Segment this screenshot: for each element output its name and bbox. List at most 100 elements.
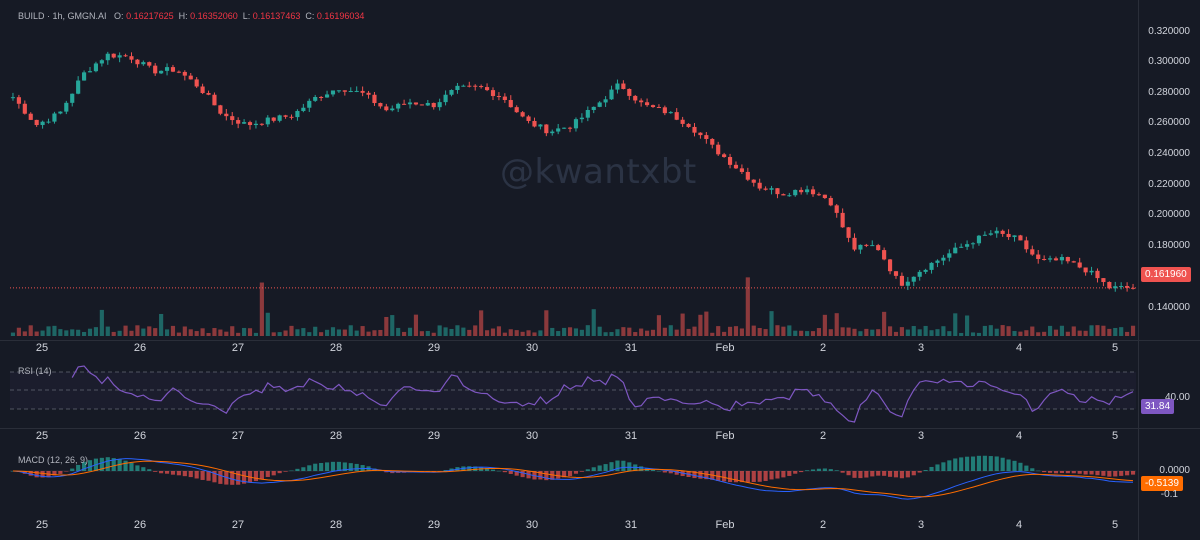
volume-bar: [348, 325, 353, 336]
candle-body: [810, 189, 816, 195]
volume-bar: [680, 313, 685, 336]
volume-bar: [573, 328, 579, 336]
macd-histogram-bar: [828, 469, 833, 471]
macd-signal-line: [12, 460, 1134, 498]
candle-body: [111, 53, 116, 58]
macd-histogram-bar: [76, 464, 81, 471]
candle-body: [425, 102, 430, 106]
candle-body: [182, 71, 187, 76]
time-axis-label: 28: [329, 519, 343, 531]
candle-body: [437, 102, 442, 108]
candle-body: [1089, 270, 1094, 273]
volume-bar: [544, 310, 549, 336]
macd-histogram-bar: [769, 471, 774, 480]
volume-bar: [722, 331, 727, 336]
candle-body: [680, 119, 685, 124]
macd-histogram-bar: [218, 471, 223, 484]
volume-bar: [176, 332, 181, 336]
volume-bar: [965, 315, 970, 336]
macd-histogram-bar: [739, 471, 744, 483]
macd-histogram-bar: [876, 471, 881, 476]
candle-body: [846, 227, 851, 238]
volume-bar: [319, 332, 324, 336]
volume-bar: [591, 309, 596, 336]
candle-body: [716, 144, 721, 155]
volume-bar: [111, 331, 116, 336]
low-value: 0.16137463: [252, 11, 301, 21]
macd-histogram-bar: [656, 470, 662, 472]
candle-body: [502, 96, 507, 100]
ohlc-legend[interactable]: BUILD · 1h, GMGN.AI O: 0.16217625 H: 0.1…: [18, 11, 364, 21]
macd-tick: -0.1: [1160, 489, 1178, 500]
macd-histogram-bar: [816, 468, 822, 471]
candle-body: [775, 188, 780, 195]
pane-divider-rsi[interactable]: [0, 428, 1200, 429]
volume-bar: [1030, 326, 1035, 336]
candle-body: [917, 271, 922, 277]
macd-histogram-bar: [502, 471, 507, 473]
open-value: 0.16217625: [126, 11, 174, 21]
volume-bar: [366, 331, 371, 336]
volume-bar: [870, 329, 875, 336]
macd-histogram-bar: [727, 471, 733, 483]
macd-histogram-bar: [348, 463, 353, 471]
time-axis-label: 4: [1015, 430, 1023, 442]
candle-body: [34, 119, 39, 126]
volume-bar: [384, 316, 389, 336]
rsi-value-badge: 31.84: [1141, 399, 1175, 414]
macd-histogram-bar: [443, 470, 448, 471]
macd-histogram-bar: [313, 463, 318, 471]
volume-bar: [609, 332, 614, 336]
candle-body: [212, 94, 217, 106]
macd-histogram-bar: [538, 471, 543, 480]
candle-body: [805, 189, 810, 193]
volume-bar: [668, 325, 673, 336]
candle-body: [840, 212, 845, 228]
volume-bar: [1018, 331, 1023, 336]
macd-histogram-bar: [301, 467, 306, 471]
volume-bar: [799, 330, 804, 336]
pane-divider-main[interactable]: [0, 340, 1200, 341]
candle-body: [461, 85, 466, 87]
macd-histogram-bar: [550, 471, 555, 480]
candle-body: [941, 257, 946, 261]
candle-body: [390, 108, 395, 111]
candle-body: [1000, 230, 1005, 234]
rsi-legend[interactable]: RSI (14): [18, 366, 52, 376]
time-axis-label: 26: [133, 430, 147, 442]
candle-body: [893, 271, 899, 276]
volume-bar: [650, 329, 656, 336]
volume-bar: [247, 328, 253, 336]
volume-bar: [526, 330, 531, 336]
macd-histogram-bar: [799, 471, 804, 473]
symbol-label[interactable]: BUILD · 1h, GMGN.AI: [18, 11, 107, 21]
macd-histogram-bar: [1125, 471, 1130, 476]
volume-bar: [1101, 325, 1106, 336]
macd-histogram-bar: [1053, 471, 1059, 474]
candle-body: [526, 116, 531, 121]
macd-legend[interactable]: MACD (12, 26, 9): [18, 455, 89, 465]
candle-body: [141, 62, 146, 65]
candle-body: [58, 111, 63, 114]
macd-histogram-bar: [858, 471, 863, 479]
macd-histogram-bar: [1036, 470, 1041, 472]
low-key: L:: [242, 11, 251, 21]
volume-bar: [1006, 326, 1011, 336]
time-axis-label: 2: [819, 342, 827, 354]
candle-body: [307, 100, 312, 108]
volume-bar: [425, 330, 430, 336]
volume-bar: [496, 326, 501, 336]
macd-histogram-bar: [704, 471, 709, 480]
candle-body: [64, 102, 69, 112]
volume-bar: [461, 327, 466, 336]
macd-histogram-bar: [230, 471, 235, 485]
candle-body: [544, 124, 549, 134]
candle-body: [1036, 254, 1041, 259]
price-tick: 0.280000: [1148, 87, 1190, 98]
volume-bar: [627, 327, 632, 336]
price-tick: 0.220000: [1148, 179, 1190, 190]
macd-histogram-bar: [1101, 471, 1106, 476]
candle-body: [147, 62, 152, 66]
